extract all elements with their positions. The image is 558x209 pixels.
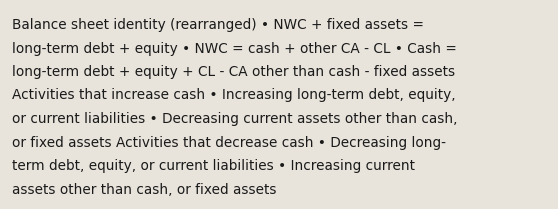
Text: term debt, equity, or current liabilities • Increasing current: term debt, equity, or current liabilitie… — [12, 159, 415, 173]
Text: or current liabilities • Decreasing current assets other than cash,: or current liabilities • Decreasing curr… — [12, 112, 458, 126]
Text: long-term debt + equity + CL - CA other than cash - fixed assets: long-term debt + equity + CL - CA other … — [12, 65, 455, 79]
Text: assets other than cash, or fixed assets: assets other than cash, or fixed assets — [12, 182, 277, 196]
Text: or fixed assets Activities that decrease cash • Decreasing long-: or fixed assets Activities that decrease… — [12, 135, 446, 149]
Text: Activities that increase cash • Increasing long-term debt, equity,: Activities that increase cash • Increasi… — [12, 88, 456, 102]
Text: long-term debt + equity • NWC = cash + other CA - CL • Cash =: long-term debt + equity • NWC = cash + o… — [12, 42, 457, 56]
Text: Balance sheet identity (rearranged) • NWC + fixed assets =: Balance sheet identity (rearranged) • NW… — [12, 18, 424, 32]
